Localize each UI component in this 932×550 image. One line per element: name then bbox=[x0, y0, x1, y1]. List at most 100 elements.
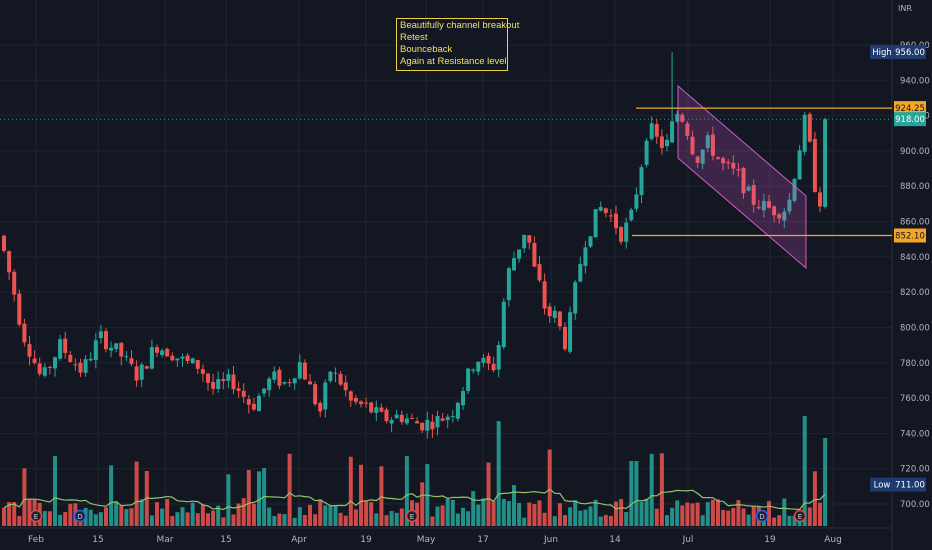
candle-body-12 bbox=[63, 338, 68, 353]
candle-body-67 bbox=[343, 382, 348, 391]
candle-body-137 bbox=[700, 149, 705, 164]
x-tick-label-8: Jun bbox=[543, 535, 558, 545]
resistance-badge-value: 924.25 bbox=[895, 104, 925, 114]
candle-body-141 bbox=[721, 158, 726, 164]
candle-body-56 bbox=[287, 382, 292, 384]
volume-bar-40 bbox=[206, 513, 210, 526]
y-tick-label-4: 780.00 bbox=[900, 359, 930, 369]
volume-bar-119 bbox=[608, 515, 613, 526]
low-badge-value: 711.00 bbox=[895, 481, 925, 491]
volume-bar-133 bbox=[680, 505, 685, 526]
volume-bar-66 bbox=[338, 512, 343, 526]
volume-bar-20 bbox=[104, 507, 108, 526]
candle-body-147 bbox=[751, 185, 756, 205]
volume-bar-41 bbox=[211, 510, 216, 526]
candle-body-73 bbox=[374, 407, 379, 413]
candle-body-27 bbox=[139, 364, 144, 380]
last-price-badge-bg bbox=[894, 112, 926, 127]
volume-bar-102 bbox=[522, 517, 527, 526]
volume-bar-104 bbox=[532, 504, 537, 526]
volume-bar-157 bbox=[802, 416, 807, 526]
volume-bar-84 bbox=[430, 516, 435, 526]
candle-body-124 bbox=[634, 194, 639, 209]
volume-bar-125 bbox=[639, 501, 644, 526]
volume-bar-129 bbox=[659, 453, 664, 526]
candle-body-83 bbox=[425, 419, 430, 431]
candle-body-60 bbox=[308, 381, 312, 385]
volume-bar-63 bbox=[323, 505, 328, 526]
volume-bar-59 bbox=[302, 515, 307, 526]
volume-bar-85 bbox=[435, 506, 440, 526]
volume-bar-65 bbox=[333, 505, 338, 526]
support-badge-bg bbox=[894, 228, 926, 243]
volume-bar-55 bbox=[282, 514, 287, 526]
x-tick-label-7: 17 bbox=[477, 535, 488, 545]
candle-body-94 bbox=[481, 357, 486, 363]
candle-body-152 bbox=[777, 214, 782, 219]
event-marker-letter-1: D bbox=[77, 513, 82, 521]
event-marker-letter-2: E bbox=[410, 513, 414, 521]
candle-body-76 bbox=[389, 419, 394, 424]
candle-body-112 bbox=[573, 282, 578, 314]
volume-bar-58 bbox=[297, 507, 302, 526]
candle-body-79 bbox=[404, 418, 409, 424]
x-tick-label-10: Jul bbox=[682, 535, 694, 545]
candle-body-103 bbox=[527, 235, 532, 243]
volume-bar-87 bbox=[445, 498, 450, 526]
candle-body-55 bbox=[282, 382, 287, 384]
candle-body-153 bbox=[782, 211, 787, 221]
candle-body-133 bbox=[680, 114, 685, 122]
high-badge-tag: High bbox=[872, 48, 892, 58]
candle-body-20 bbox=[104, 331, 108, 350]
volume-bar-54 bbox=[277, 513, 282, 526]
candle-body-57 bbox=[292, 378, 297, 384]
volume-bar-48 bbox=[246, 469, 251, 526]
x-tick-label-3: 15 bbox=[220, 535, 231, 545]
volume-bar-64 bbox=[328, 505, 333, 526]
candle-body-120 bbox=[614, 213, 618, 229]
falling-channel[interactable] bbox=[677, 84, 807, 270]
volume-bar-158 bbox=[807, 507, 812, 526]
event-marker-2[interactable] bbox=[405, 509, 419, 523]
y-tick-label-7: 840.00 bbox=[900, 253, 930, 263]
volume-bar-132 bbox=[675, 500, 680, 526]
volume-bar-153 bbox=[782, 498, 787, 526]
annotation-line-2: Retest bbox=[400, 32, 428, 43]
volume-bar-99 bbox=[506, 501, 511, 526]
volume-bar-61 bbox=[313, 514, 318, 526]
candle-body-39 bbox=[200, 369, 205, 374]
candle-body-34 bbox=[175, 358, 180, 361]
support-badge-value: 852.10 bbox=[895, 231, 925, 241]
y-tick-label-0: 700.00 bbox=[900, 500, 930, 510]
y-tick-label-1: 720.00 bbox=[900, 465, 930, 475]
volume-bar-143 bbox=[731, 507, 736, 526]
candle-body-132 bbox=[675, 114, 680, 122]
volume-bar-72 bbox=[369, 502, 374, 526]
volume-bar-76 bbox=[389, 511, 394, 526]
event-marker-3[interactable] bbox=[755, 509, 769, 523]
volume-bar-56 bbox=[287, 453, 292, 526]
candle-body-53 bbox=[272, 371, 277, 380]
volume-bar-134 bbox=[685, 502, 690, 526]
y-tick-label-6: 820.00 bbox=[900, 288, 930, 298]
candle-body-71 bbox=[364, 402, 369, 404]
event-marker-1[interactable] bbox=[73, 509, 87, 523]
volume-bar-88 bbox=[450, 499, 455, 526]
volume-bar-47 bbox=[241, 498, 246, 526]
x-tick-label-11: 19 bbox=[764, 535, 776, 545]
x-tick-label-4: Apr bbox=[291, 535, 307, 545]
volume-bar-161 bbox=[823, 438, 828, 526]
event-marker-4[interactable] bbox=[793, 509, 807, 523]
candle-body-17 bbox=[88, 358, 93, 361]
volume-bar-152 bbox=[777, 515, 782, 526]
volume-bar-1 bbox=[7, 501, 12, 526]
volume-bar-112 bbox=[573, 500, 578, 526]
candle-body-63 bbox=[323, 382, 328, 410]
volume-bar-0 bbox=[2, 507, 6, 526]
chart-annotation[interactable]: Beautifully channel breakout Retest Boun… bbox=[396, 18, 519, 71]
candle-body-24 bbox=[124, 356, 129, 358]
event-marker-0[interactable] bbox=[29, 509, 43, 523]
y-tick-label-3: 760.00 bbox=[900, 394, 930, 404]
